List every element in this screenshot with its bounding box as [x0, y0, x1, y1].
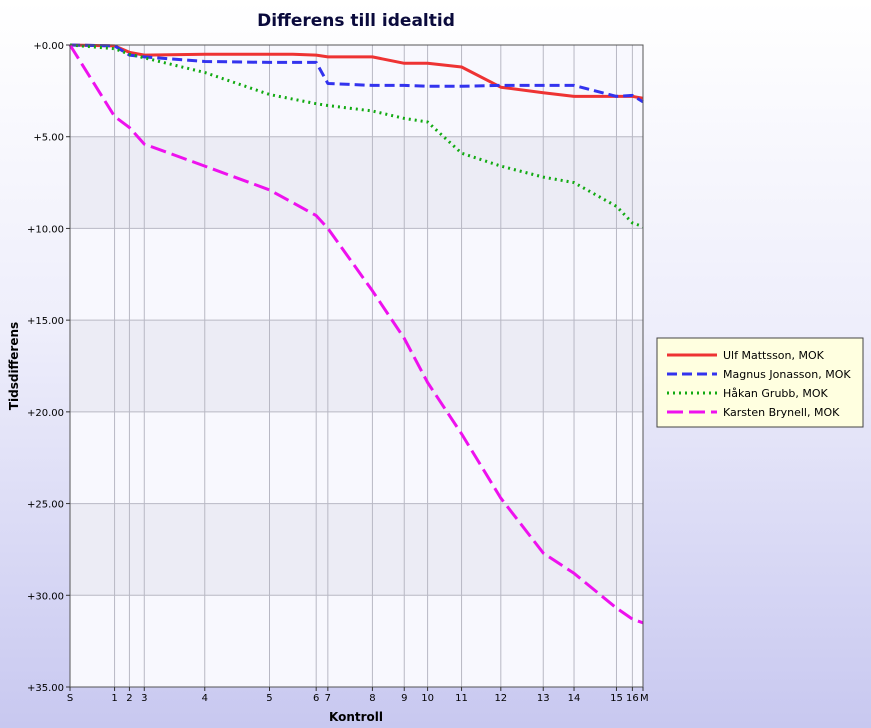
plot-band	[70, 136, 643, 229]
x-axis-label: Kontroll	[329, 710, 383, 724]
legend-label-3: Håkan Grubb, MOK	[723, 387, 829, 400]
x-tick-label: 10	[421, 693, 434, 704]
x-tick-label: 6	[313, 693, 319, 704]
plot-band	[70, 320, 643, 412]
y-axis: +0.00 +5.00 +10.00 +15.00 +20.00 +25.00 +30.00…	[27, 41, 70, 694]
series-line-2	[69, 43, 644, 104]
series-line-1	[69, 43, 644, 100]
x-tick-label: 9	[401, 693, 407, 704]
series-layer	[68, 43, 644, 625]
series-line-3	[69, 43, 644, 229]
y-tick-label: +20.00	[27, 408, 64, 419]
x-tick-label: 4	[202, 693, 208, 704]
x-tick-label: 16	[626, 693, 639, 704]
plot-band	[70, 503, 643, 596]
y-tick-label: +10.00	[27, 224, 64, 235]
x-tick-label: 12	[494, 693, 507, 704]
y-tick-label: +30.00	[27, 591, 64, 602]
y-tick-label: +0.00	[33, 41, 64, 52]
x-tick-label: 2	[126, 693, 132, 704]
y-tick-label: +35.00	[27, 683, 64, 694]
x-tick-label: 13	[537, 693, 550, 704]
y-axis-label: Tidsdifferens	[7, 322, 21, 410]
legend-label-1: Ulf Mattsson, MOK	[723, 349, 825, 362]
x-tick-label: 3	[141, 693, 147, 704]
x-tick-label: 14	[568, 693, 581, 704]
y-tick-label: +25.00	[27, 500, 64, 511]
x-tick-label: 1	[111, 693, 117, 704]
plot-bands	[70, 136, 643, 596]
x-tick-label: 5	[266, 693, 272, 704]
x-tick-label: 8	[369, 693, 375, 704]
x-tick-label: M	[640, 693, 649, 704]
grid-lines	[70, 44, 643, 688]
chart-title: Differens till idealtid	[257, 11, 455, 31]
legend-label-4: Karsten Brynell, MOK	[723, 406, 840, 419]
legend-label-2: Magnus Jonasson, MOK	[723, 368, 851, 381]
y-tick-label: +5.00	[33, 133, 64, 144]
plot-border	[69, 44, 644, 688]
y-tick-label: +15.00	[27, 316, 64, 327]
series-line-4	[68, 44, 644, 625]
x-tick-label: 15	[610, 693, 623, 704]
x-tick-label: 11	[455, 693, 468, 704]
legend: Ulf Mattsson, MOK Magnus Jonasson, MOK Håk…	[656, 337, 864, 428]
x-axis: S 1 2 3 4 5 6 7 8 9 10 11 12 13 14 15 16 M	[67, 687, 649, 704]
x-tick-label: 7	[325, 693, 331, 704]
x-tick-label: S	[67, 693, 73, 704]
